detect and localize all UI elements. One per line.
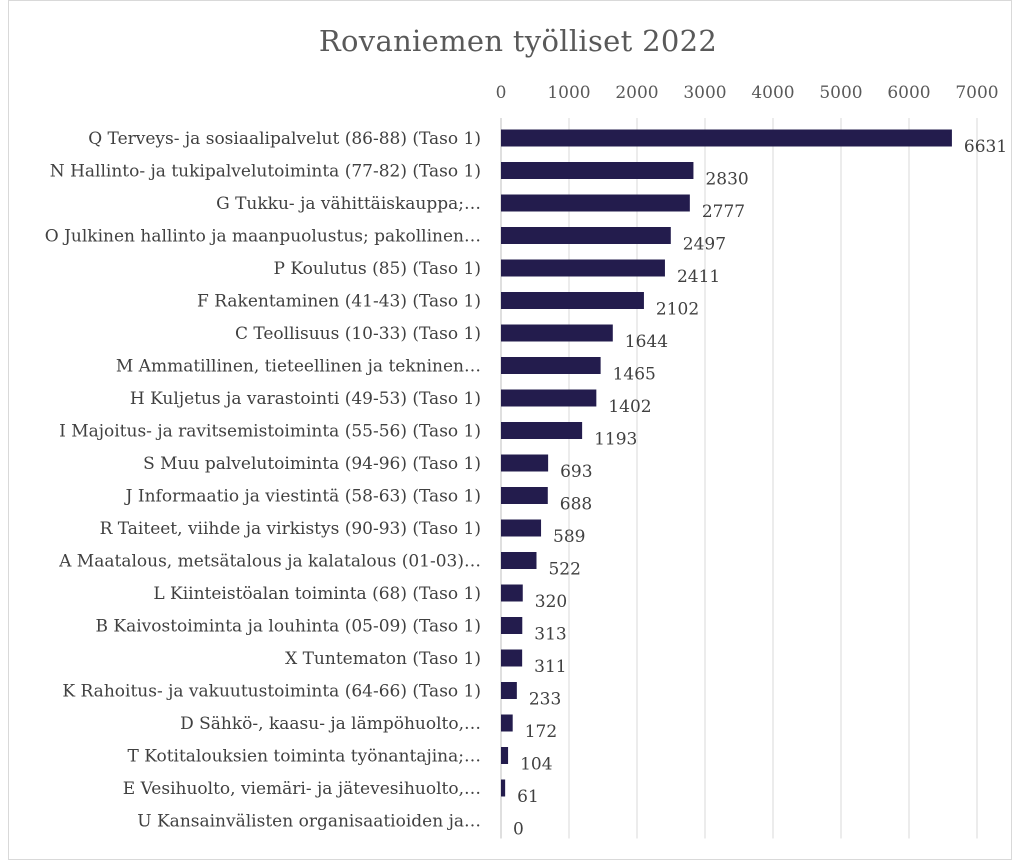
bar	[501, 454, 549, 472]
category-label: J Informaatio ja viestintä (58-63) (Taso…	[124, 487, 481, 507]
bar	[501, 487, 548, 504]
bar	[501, 714, 513, 732]
data-label: 2830	[705, 170, 748, 190]
category-label: R Taiteet, viihde ja virkistys (90-93) (…	[100, 519, 481, 539]
category-label: G Tukku- ja vähittäiskauppa;…	[216, 194, 481, 214]
bar	[501, 357, 601, 374]
chart-title: Rovaniemen työlliset 2022	[318, 24, 718, 58]
data-label: 522	[548, 560, 580, 580]
bar	[501, 682, 517, 699]
category-label: I Majoitus- ja ravitsemistoiminta (55-56…	[59, 422, 481, 442]
data-label: 1193	[594, 430, 637, 450]
bar	[501, 227, 671, 244]
bar	[501, 649, 523, 667]
data-label: 104	[520, 755, 552, 775]
bar	[501, 162, 694, 179]
data-label: 0	[513, 820, 524, 840]
category-label: N Hallinto- ja tukipalvelutoiminta (77-8…	[50, 162, 481, 182]
bar	[501, 422, 583, 439]
bar	[501, 389, 597, 407]
category-label: T Kotitalouksien toiminta työnantajina;…	[127, 747, 481, 767]
category-label: S Muu palvelutoiminta (94-96) (Taso 1)	[143, 454, 481, 474]
category-label: D Sähkö-, kaasu- ja lämpöhuolto,…	[180, 714, 481, 734]
data-label: 1402	[608, 397, 651, 417]
bar	[501, 194, 690, 212]
data-label: 2102	[656, 300, 699, 320]
category-label: X Tuntematon (Taso 1)	[285, 649, 481, 669]
category-label: K Rahoitus- ja vakuutustoiminta (64-66) …	[62, 682, 481, 702]
bar	[501, 617, 523, 634]
category-label: Q Terveys- ja sosiaalipalvelut (86-88) (…	[88, 129, 481, 149]
bar	[501, 779, 506, 797]
bar	[501, 292, 644, 309]
data-label: 1644	[625, 332, 668, 352]
data-label: 313	[534, 625, 566, 645]
category-label: M Ammatillinen, tieteellinen ja tekninen…	[116, 357, 481, 377]
category-label: E Vesihuolto, viemäri- ja jätevesihuolto…	[123, 779, 481, 799]
bar	[501, 259, 665, 277]
data-label: 320	[535, 592, 567, 612]
data-label: 2497	[683, 235, 726, 255]
x-tick-label: 6000	[887, 83, 930, 103]
category-label: P Koulutus (85) (Taso 1)	[274, 259, 481, 279]
x-tick-label: 1000	[547, 83, 590, 103]
data-label: 6631	[964, 137, 1007, 157]
category-label: B Kaivostoiminta ja louhinta (05-09) (Ta…	[95, 617, 481, 637]
data-label: 172	[525, 722, 557, 742]
bar	[501, 324, 613, 342]
data-label: 693	[560, 462, 592, 482]
category-label: C Teollisuus (10-33) (Taso 1)	[235, 324, 481, 344]
bar	[501, 552, 537, 569]
bar	[501, 519, 542, 537]
x-tick-label: 2000	[615, 83, 658, 103]
data-label: 2777	[702, 202, 745, 222]
bar	[501, 747, 509, 764]
x-tick-label: 4000	[751, 83, 794, 103]
category-label: F Rakentaminen (41-43) (Taso 1)	[197, 292, 481, 312]
bar	[501, 129, 952, 147]
chart-area-border	[8, 0, 1012, 860]
category-label: A Maatalous, metsätalous ja kalatalous (…	[58, 552, 481, 572]
x-tick-label: 3000	[683, 83, 726, 103]
bar	[501, 584, 523, 602]
data-label: 589	[553, 527, 585, 547]
x-tick-label: 5000	[819, 83, 862, 103]
category-label: U Kansainvälisten organisaatioiden ja…	[137, 812, 481, 832]
data-label: 2411	[677, 267, 720, 287]
category-label: L Kiinteistöalan toiminta (68) (Taso 1)	[153, 584, 481, 604]
data-label: 1465	[613, 365, 656, 385]
data-label: 233	[529, 690, 561, 710]
category-label: O Julkinen hallinto ja maanpuolustus; pa…	[45, 227, 481, 247]
x-tick-label: 0	[496, 83, 507, 103]
x-tick-label: 7000	[955, 83, 998, 103]
data-label: 311	[534, 657, 566, 677]
data-label: 688	[560, 495, 592, 515]
data-label: 61	[517, 787, 539, 807]
category-label: H Kuljetus ja varastointi (49-53) (Taso …	[130, 389, 481, 409]
